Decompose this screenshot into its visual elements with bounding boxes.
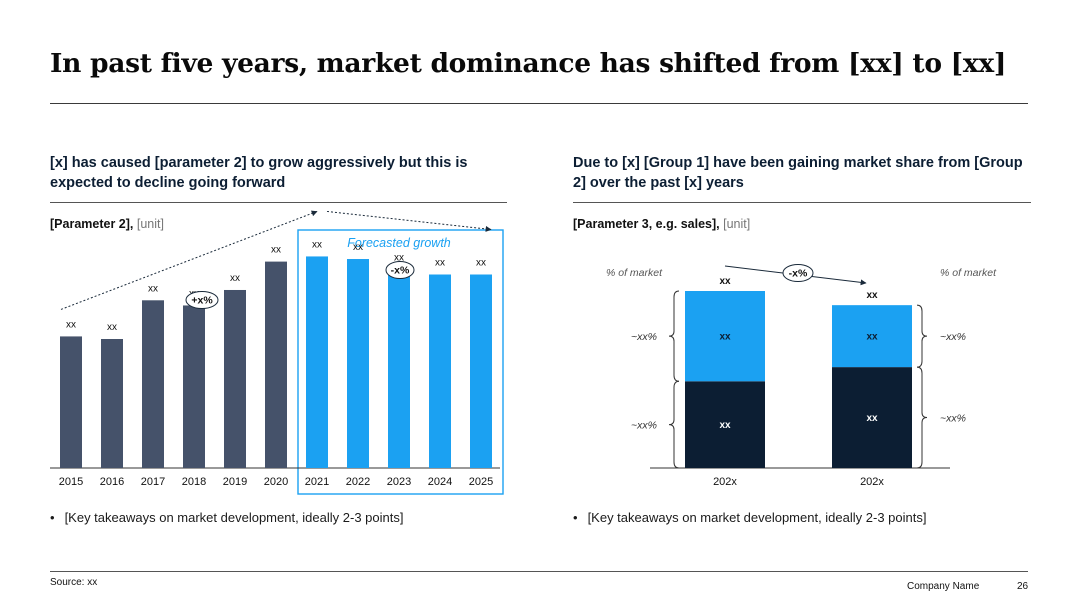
share-change-label: -x% bbox=[789, 268, 808, 280]
brace-right-bottom bbox=[916, 366, 928, 469]
axis-note-left: % of market bbox=[606, 267, 663, 279]
bar-2018 bbox=[183, 305, 205, 468]
bar-total-label: xx bbox=[719, 276, 731, 287]
x-tick-label: 2019 bbox=[223, 476, 247, 488]
right-param-unit: [unit] bbox=[723, 217, 751, 231]
left-headline-divider bbox=[50, 202, 507, 203]
x-tick-label: 2020 bbox=[264, 476, 288, 488]
stack-segment-group-1 bbox=[832, 305, 912, 368]
x-tick-label: 202x bbox=[713, 476, 737, 488]
bar-2021 bbox=[306, 256, 328, 468]
bar-value-label: xx bbox=[148, 283, 158, 294]
bar-2019 bbox=[224, 289, 246, 468]
x-tick-label: 2021 bbox=[305, 476, 329, 488]
left-param-name: [Parameter 2], bbox=[50, 217, 134, 231]
decline-trend-arrow bbox=[326, 210, 492, 232]
brace-right-top bbox=[916, 304, 928, 368]
share-label-left-top: ~xx% bbox=[631, 331, 657, 343]
share-label-right-top: ~xx% bbox=[940, 331, 966, 343]
decline-label: -x% bbox=[391, 265, 410, 277]
bar-2025 bbox=[470, 274, 492, 468]
x-tick-label: 2015 bbox=[59, 476, 83, 488]
bar-2016 bbox=[101, 339, 123, 468]
share-change-bubble bbox=[782, 264, 814, 282]
forecast-label: Forecasted growth bbox=[347, 236, 451, 250]
x-tick-label: 2024 bbox=[428, 476, 452, 488]
growth-trend-arrow bbox=[60, 210, 318, 310]
right-bullet: • [Key takeaways on market development, i… bbox=[573, 510, 926, 525]
source-note: Source: xx bbox=[50, 577, 98, 588]
growth-label-bubble bbox=[185, 291, 219, 309]
bar-2022 bbox=[347, 259, 369, 468]
footer-divider bbox=[50, 571, 1028, 572]
brace-left-bottom bbox=[668, 380, 680, 469]
left-headline: [x] has caused [parameter 2] to grow agg… bbox=[50, 155, 468, 191]
bar-value-label: xx bbox=[107, 322, 117, 333]
bar-value-label: xx bbox=[353, 242, 363, 253]
bar-value-label: xx bbox=[230, 273, 240, 284]
segment-value-label: xx bbox=[719, 420, 731, 431]
left-param-label: [Parameter 2], [unit] bbox=[50, 217, 164, 231]
decline-label-bubble bbox=[385, 261, 415, 279]
right-headline-divider bbox=[573, 202, 1031, 203]
bar-2017 bbox=[142, 300, 164, 468]
bar-value-label: xx bbox=[66, 319, 76, 330]
share-label-right-bottom: ~xx% bbox=[940, 413, 966, 425]
page-number: 26 bbox=[1017, 581, 1029, 592]
x-tick-label: 2017 bbox=[141, 476, 165, 488]
bar-value-label: xx bbox=[476, 258, 486, 269]
x-tick-label: 202x bbox=[860, 476, 884, 488]
title-divider bbox=[50, 103, 1028, 104]
stack-segment-group-2 bbox=[832, 367, 912, 468]
bar-value-label: xx bbox=[271, 245, 281, 256]
x-tick-label: 2022 bbox=[346, 476, 370, 488]
stack-segment-group-2 bbox=[685, 381, 765, 468]
axis-note-right: % of market bbox=[940, 267, 997, 279]
left-param-unit: [unit] bbox=[136, 217, 164, 231]
bar-value-label: xx bbox=[394, 252, 404, 263]
bar-value-label: xx bbox=[312, 239, 322, 250]
bar-value-label: xx bbox=[435, 258, 445, 269]
x-tick-label: 2018 bbox=[182, 476, 206, 488]
bar-total-label: xx bbox=[866, 290, 878, 301]
bullet-dot: • bbox=[573, 510, 578, 525]
right-headline: Due to [x] [Group 1] have been gaining m… bbox=[573, 155, 1023, 191]
bar-2024 bbox=[429, 274, 451, 468]
forecast-box bbox=[297, 229, 504, 495]
bar-2023 bbox=[388, 269, 410, 468]
segment-value-label: xx bbox=[719, 332, 731, 343]
bar-2020 bbox=[265, 261, 287, 468]
right-bullet-text: [Key takeaways on market development, id… bbox=[587, 510, 927, 525]
left-bullet: • [Key takeaways on market development, i… bbox=[50, 510, 403, 525]
share-label-left-bottom: ~xx% bbox=[631, 420, 657, 432]
bar-2015 bbox=[60, 336, 82, 468]
page-title: In past five years, market dominance has… bbox=[50, 48, 1007, 79]
segment-value-label: xx bbox=[866, 413, 878, 424]
right-param-name: [Parameter 3, e.g. sales], bbox=[573, 217, 720, 231]
segment-value-label: xx bbox=[866, 332, 878, 343]
brace-left-top bbox=[668, 290, 680, 382]
company-name: Company Name bbox=[907, 581, 980, 592]
right-param-label: [Parameter 3, e.g. sales], [unit] bbox=[573, 217, 750, 231]
left-bullet-text: [Key takeaways on market development, id… bbox=[64, 510, 404, 525]
x-tick-label: 2025 bbox=[469, 476, 493, 488]
bullet-dot: • bbox=[50, 510, 55, 525]
x-tick-label: 2023 bbox=[387, 476, 411, 488]
growth-label: +x% bbox=[191, 295, 213, 307]
x-tick-label: 2016 bbox=[100, 476, 124, 488]
stack-segment-group-1 bbox=[685, 291, 765, 382]
